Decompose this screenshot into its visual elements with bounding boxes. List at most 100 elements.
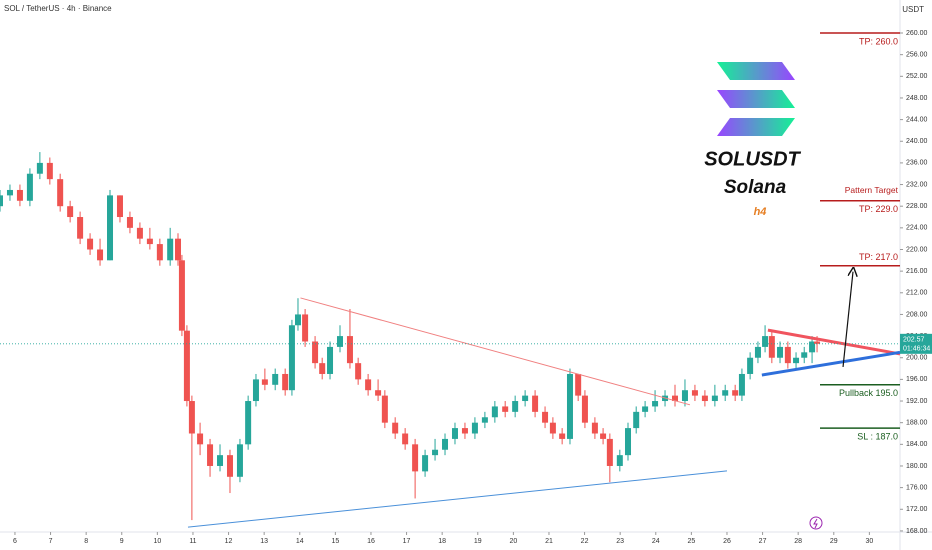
candle-body [801,352,808,358]
x-tick-label: 28 [794,538,802,545]
candle-body [581,395,588,423]
y-tick-label: 184.00 [906,441,928,448]
candle-body [87,238,94,250]
trendline [300,297,691,406]
x-tick-label: 13 [260,538,268,545]
x-tick-label: 29 [830,538,838,545]
candle-body [711,395,718,402]
candle-body [522,395,529,402]
x-tick-label: 14 [296,538,304,545]
candle-body [575,373,582,396]
candle-body [312,341,319,364]
x-tick-label: 15 [331,538,339,545]
candle-body [175,238,182,261]
candle-body [302,314,309,342]
event-icon[interactable] [809,516,823,530]
candle-body [681,390,688,402]
y-tick-label: 188.00 [906,420,928,427]
x-tick-label: 24 [652,538,660,545]
y-tick-label: 200.00 [906,355,928,362]
candle-body [26,173,33,201]
candle-body [97,249,104,261]
y-tick-label: 212.00 [906,290,928,297]
candle-body [365,379,372,391]
candle-body [625,428,632,456]
candle-body [606,438,613,466]
candle-body [432,449,439,456]
y-tick-label: 176.00 [906,484,928,491]
level-label: TP: 260.0 [859,36,898,46]
candle-body [747,357,754,374]
x-tick-label: 26 [723,538,731,545]
candle-body [532,395,539,412]
candle-body [261,379,268,385]
candle-body [116,195,123,218]
annotation-label: Pattern Target [845,185,899,195]
candle-body [156,244,163,261]
candle-body [814,341,821,344]
candle-body [327,346,334,374]
candle-body [652,401,659,407]
candle-body [491,406,498,418]
candle-body [77,217,84,239]
y-tick-label: 196.00 [906,376,928,383]
candle-body [461,428,468,434]
y-tick-label: 228.00 [906,203,928,210]
logo-name: Solana [724,177,787,198]
candle-body [754,346,761,358]
candle-body [722,390,729,396]
candle-body [512,401,519,412]
candle-body [188,401,195,434]
candle-body [762,336,769,347]
candle-body [346,336,353,364]
y-tick-label: 248.00 [906,95,928,102]
candle-body [67,206,74,218]
candle-body [146,238,153,245]
x-tick-label: 18 [438,538,446,545]
y-tick-label: 260.00 [906,30,928,37]
candle-body [375,390,382,396]
x-tick-label: 17 [403,538,411,545]
level-label: TP: 229.0 [859,204,898,214]
y-tick-label: 256.00 [906,52,928,59]
x-tick-label: 10 [153,538,161,545]
x-tick-label: 19 [474,538,482,545]
candle-body [0,195,3,207]
x-tick-label: 8 [84,538,88,545]
target-arrow [842,272,853,367]
candle-body [768,336,775,358]
chart-title: SOL / TetherUS · 4h · Binance [4,4,112,13]
candle-body [502,406,509,412]
candle-body [402,433,409,445]
x-tick-label: 6 [13,538,17,545]
candle-body [633,411,640,429]
candle-body [642,406,649,412]
x-tick-label: 21 [545,538,553,545]
y-tick-label: 232.00 [906,181,928,188]
candle-body [691,390,698,396]
candle-body [6,189,13,196]
logo-timeframe: h4 [754,206,767,218]
candle-body [136,227,143,239]
candle-body [784,346,791,364]
candle-body [336,336,343,347]
x-tick-label: 30 [865,538,873,545]
axis-unit: USDT [902,5,924,14]
y-tick-label: 208.00 [906,311,928,318]
candle-body [197,433,204,445]
candle-body [591,422,598,434]
candle-body [451,428,458,439]
y-tick-label: 168.00 [906,528,928,535]
candle-body [207,444,214,466]
candle-body [319,363,326,374]
candle-body [178,260,185,331]
candle-body [294,314,301,326]
candle-body [616,455,623,466]
countdown-label: 01:46:34 [903,346,930,353]
y-tick-label: 224.00 [906,225,928,232]
candle-body [46,162,53,180]
x-tick-label: 12 [225,538,233,545]
candle-body [167,238,174,261]
